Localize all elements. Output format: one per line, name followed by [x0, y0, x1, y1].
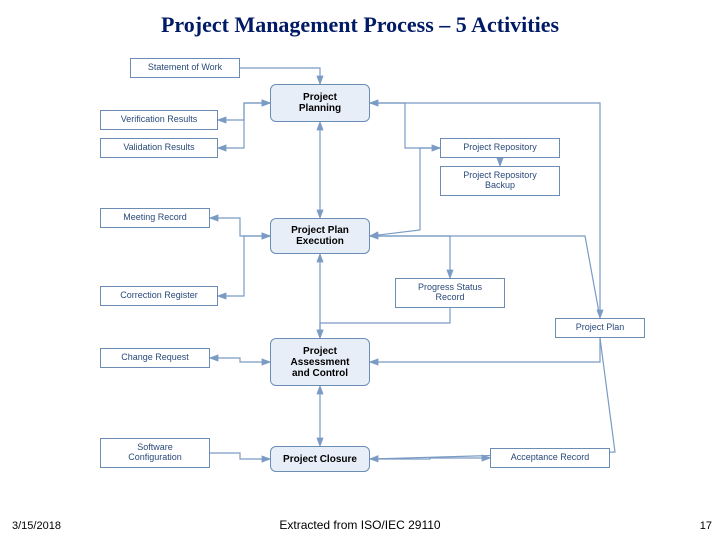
- node-pac: ProjectAssessmentand Control: [270, 338, 370, 386]
- node-sow: Statement of Work: [130, 58, 240, 78]
- edge-prog-pac: [320, 308, 450, 338]
- node-corr: Correction Register: [100, 286, 218, 306]
- node-repob: Project RepositoryBackup: [440, 166, 560, 196]
- node-plan: Project Plan: [555, 318, 645, 338]
- edge-ppe-prog: [370, 236, 450, 278]
- edge-sow-pp: [240, 68, 320, 84]
- edge-swc-pc: [210, 453, 270, 459]
- edge-pac-chg: [210, 358, 270, 362]
- node-pp: ProjectPlanning: [270, 84, 370, 122]
- edge-ppe-meet: [210, 218, 270, 236]
- edge-pp-ver: [218, 103, 270, 120]
- footer-page-number: 17: [700, 520, 712, 532]
- edge-plan-pc: [370, 338, 615, 459]
- node-meet: Meeting Record: [100, 208, 210, 228]
- node-swc: SoftwareConfiguration: [100, 438, 210, 468]
- node-prog: Progress StatusRecord: [395, 278, 505, 308]
- edge-plan-pac: [370, 338, 600, 362]
- node-chg: Change Request: [100, 348, 210, 368]
- node-repo: Project Repository: [440, 138, 560, 158]
- edge-ppe-corr: [218, 236, 270, 296]
- edge-repo-ppe: [370, 148, 440, 236]
- node-ver: Verification Results: [100, 110, 218, 130]
- edge-pp-repo: [370, 103, 440, 148]
- page-title: Project Management Process – 5 Activitie…: [0, 12, 720, 38]
- edge-pp-val: [218, 103, 270, 148]
- diagram-canvas: Statement of Work ProjectPlanning Verifica…: [0, 48, 720, 518]
- node-acc: Acceptance Record: [490, 448, 610, 468]
- node-val: Validation Results: [100, 138, 218, 158]
- edge-pc-acc: [370, 458, 490, 459]
- footer-source: Extracted from ISO/IEC 29110: [0, 518, 720, 532]
- node-ppe: Project PlanExecution: [270, 218, 370, 254]
- node-pc: Project Closure: [270, 446, 370, 472]
